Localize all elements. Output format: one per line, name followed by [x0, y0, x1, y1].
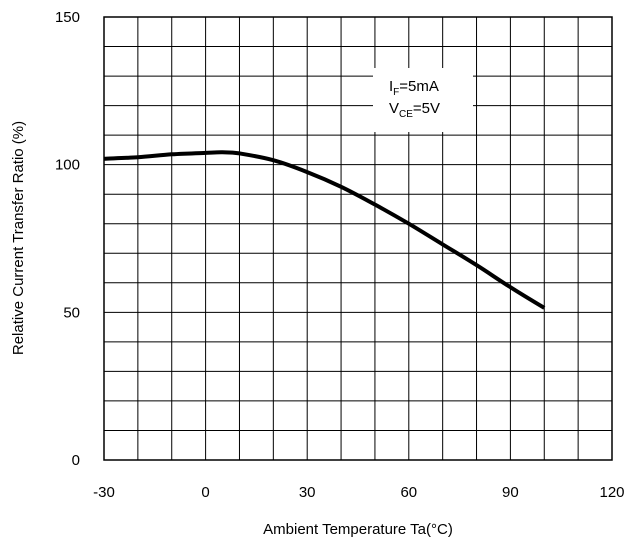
x-tick-label: 60 — [400, 484, 417, 501]
y-tick-labels: 0 50 100 150 — [55, 9, 80, 469]
y-tick-label: 0 — [72, 452, 80, 469]
x-tick-label: 30 — [299, 484, 316, 501]
x-tick-label: 90 — [502, 484, 519, 501]
y-tick-label: 150 — [55, 9, 80, 26]
series-line-ctr — [103, 150, 546, 310]
y-axis-label: Relative Current Transfer Ratio (%) — [10, 121, 27, 355]
annotation-vce: VCE=5V — [389, 100, 440, 120]
plot-frame — [103, 16, 613, 461]
annotation-background — [373, 68, 473, 132]
y-tick-label: 50 — [63, 304, 80, 321]
annotation-if: IF=5mA — [389, 78, 439, 98]
grid-lines — [104, 17, 612, 460]
x-axis-label: Ambient Temperature Ta(°C) — [263, 521, 453, 538]
x-tick-label: 120 — [599, 484, 624, 501]
x-tick-label: -30 — [93, 484, 115, 501]
x-tick-label: 0 — [201, 484, 209, 501]
y-tick-label: 100 — [55, 157, 80, 174]
x-tick-labels: -30 0 30 60 90 120 — [93, 484, 624, 501]
